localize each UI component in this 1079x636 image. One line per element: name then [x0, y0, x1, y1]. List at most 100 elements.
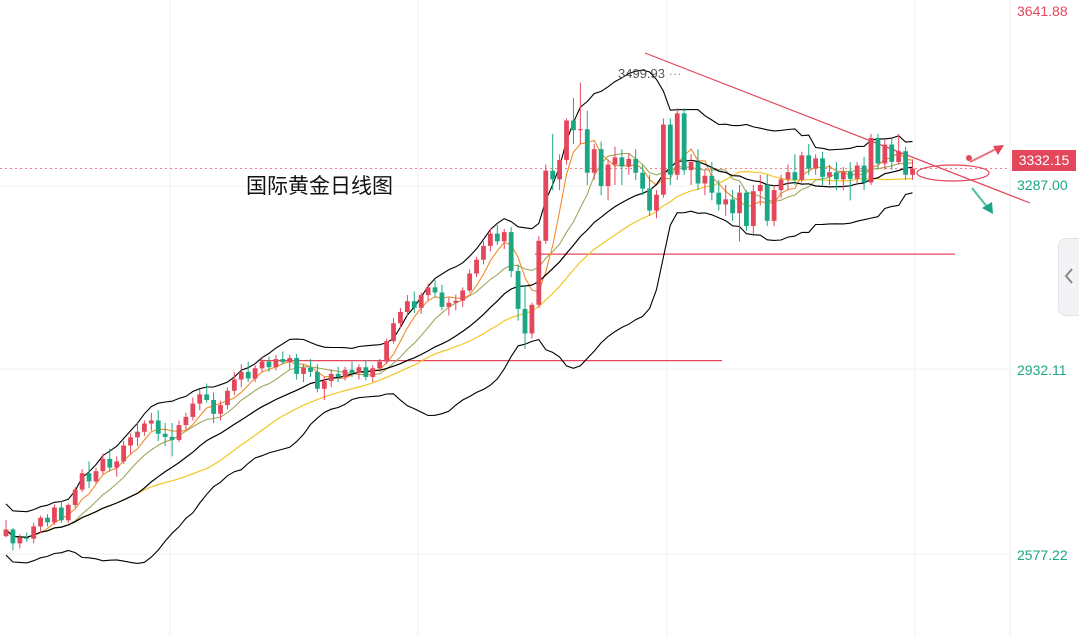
candle-body: [488, 233, 493, 246]
candle-body: [432, 287, 438, 293]
candle-body: [231, 379, 237, 391]
candle-body: [10, 529, 16, 544]
candle-body: [501, 232, 507, 242]
side-panel-toggle[interactable]: [1058, 238, 1079, 316]
candle-body: [467, 273, 473, 291]
candle-body: [771, 190, 777, 221]
candle-body: [72, 489, 78, 505]
candle-body: [854, 165, 860, 179]
candle-body: [301, 367, 306, 374]
candle-body: [121, 445, 127, 462]
candle-body: [370, 368, 376, 377]
candle-body: [148, 420, 154, 424]
candle-body: [702, 175, 708, 184]
candle-body: [363, 367, 369, 377]
candle-body: [280, 359, 286, 363]
candle-body: [674, 113, 680, 175]
band-lower-line: [5, 192, 913, 564]
candle-body: [446, 302, 452, 307]
candle-body: [737, 192, 742, 214]
candle-body: [58, 507, 64, 521]
reference-price: 3287.00: [1017, 177, 1068, 193]
candle-body: [204, 394, 210, 401]
candle-body: [308, 367, 313, 372]
candle-body: [321, 381, 327, 389]
candle-body: [135, 431, 140, 438]
up-arrow-shaft: [969, 147, 999, 163]
candle-body: [612, 157, 618, 165]
candle-body: [584, 129, 590, 173]
candle-body: [661, 124, 666, 195]
candle-body: [654, 194, 659, 211]
candle-body: [695, 161, 701, 184]
candle-body: [17, 537, 23, 544]
candle-body: [730, 199, 735, 214]
peak-leader: ···: [665, 66, 682, 81]
candle-body: [238, 371, 244, 380]
candle-body: [52, 507, 57, 523]
candle-body: [225, 390, 230, 406]
candle-body: [813, 158, 819, 169]
ma-long-line: [5, 170, 913, 538]
current-price-marker: [966, 155, 972, 161]
candle-body: [508, 232, 514, 272]
ma-fast-line: [5, 139, 913, 538]
candle-body: [840, 171, 846, 180]
candle-body: [681, 113, 687, 171]
candle-body: [294, 358, 300, 374]
candle-body: [411, 301, 417, 308]
candle-body: [619, 157, 625, 167]
candle-body: [418, 295, 424, 308]
candle-body: [252, 368, 258, 379]
candle-body: [861, 165, 867, 183]
candle-body: [245, 371, 251, 379]
candle-body: [335, 373, 341, 377]
candle-body: [349, 369, 355, 373]
candle-body: [169, 436, 175, 440]
candle-body: [259, 361, 265, 369]
candle-body: [155, 420, 161, 434]
candle-body: [723, 199, 729, 205]
candle-body: [342, 369, 348, 377]
candle-body: [328, 373, 334, 382]
chart-title: 国际黄金日线图: [246, 174, 393, 198]
candle-body: [550, 170, 556, 180]
candle-body: [31, 526, 37, 539]
ma-slow-line: [5, 152, 913, 538]
candle-body: [3, 529, 9, 537]
candle-body: [176, 425, 182, 440]
candle-body: [571, 120, 576, 131]
candle-body: [598, 149, 604, 187]
candle-body: [799, 155, 805, 180]
candle-body: [128, 437, 133, 446]
candle-body: [453, 300, 459, 303]
candle-body: [647, 188, 652, 211]
candle-body: [190, 403, 196, 417]
candle-body: [107, 458, 113, 468]
candle-body: [377, 361, 383, 369]
candle-body: [439, 292, 445, 307]
candle-body: [65, 504, 71, 521]
candle-body: [792, 172, 798, 180]
candle-body: [667, 124, 673, 175]
candle-body: [834, 172, 839, 180]
candle-body: [474, 259, 479, 274]
band-middle-line: [5, 159, 913, 538]
peak-annotation: 3499.93 ···: [618, 66, 682, 81]
current-price-tag: 3332.15: [1012, 150, 1076, 171]
y-tick-2932: 2932.11: [1017, 362, 1067, 378]
candle-body: [778, 179, 784, 191]
candle-body: [404, 301, 410, 312]
candle-body: [93, 471, 99, 482]
candle-body: [640, 172, 646, 189]
candle-body: [86, 473, 92, 482]
candle-body: [903, 151, 908, 175]
candle-body: [688, 161, 694, 171]
up-arrow-icon: [993, 145, 1004, 155]
candle-body: [764, 185, 770, 221]
candle-body: [425, 287, 431, 296]
candle-body: [626, 158, 632, 167]
candle-body: [896, 151, 902, 162]
trend-line: [644, 52, 1031, 204]
